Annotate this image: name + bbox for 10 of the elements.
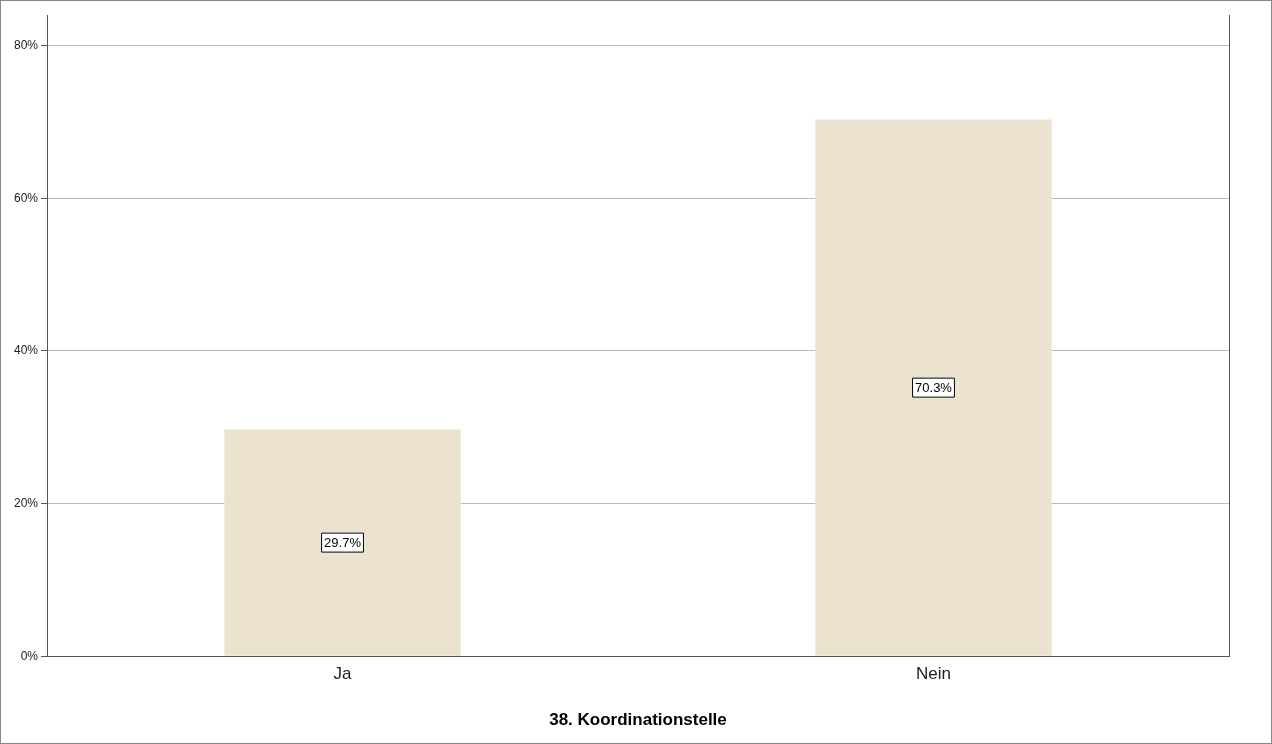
y-tick-label: 20% [13,495,39,510]
x-axis-title: 38. Koordinationstelle [549,710,727,730]
data-label: 29.7% [324,535,362,551]
data-label: 70.3% [915,380,953,396]
x-tick-label: Nein [916,664,951,684]
y-tick-label: 60% [13,190,39,205]
y-tick-label: 0% [20,648,39,663]
x-tick-label: Ja [333,664,353,684]
y-tick-label: 80% [13,37,39,52]
y-tick-label: 40% [13,343,39,358]
